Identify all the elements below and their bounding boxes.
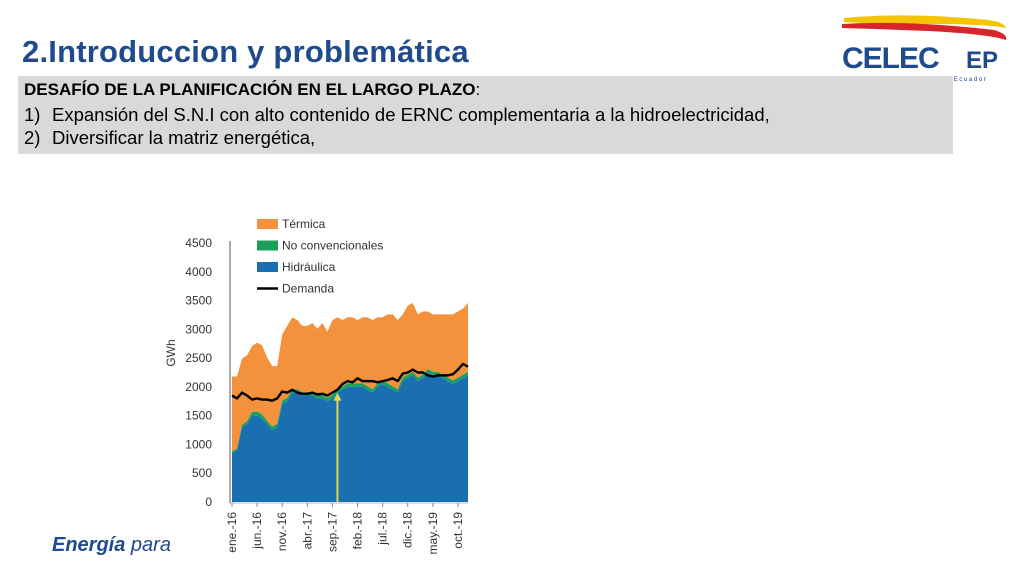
generation-area-chart: 0 500 1000 1500 2000 2500 3000 3500 4000 4500 GWh e… bbox=[164, 217, 469, 555]
x-tick-label: sep.-17 bbox=[325, 512, 339, 552]
y-axis-label: GWh bbox=[164, 339, 178, 366]
y-tick-label: 1000 bbox=[185, 437, 212, 451]
logo-brand: CELEC bbox=[842, 42, 939, 75]
y-tick-label: 3000 bbox=[185, 322, 212, 336]
x-tick-label: nov.-16 bbox=[275, 512, 289, 551]
legend-label: Térmica bbox=[282, 217, 326, 231]
challenge-heading-colon: : bbox=[475, 80, 481, 99]
legend-label: No convencionales bbox=[282, 239, 383, 253]
company-logo: CELEC EP Corporación Eléctrica del Ecuad… bbox=[842, 15, 1007, 83]
item-text: Diversificar la matriz energética, bbox=[52, 127, 316, 148]
challenge-item-1: 1) Expansión del S.N.I con alto contenido… bbox=[24, 104, 770, 126]
x-tick-label: abr.-17 bbox=[300, 512, 314, 550]
challenge-heading: DESAFÍO DE LA PLANIFICACIÓN EN EL LARGO … bbox=[24, 80, 480, 100]
y-tick-label: 3500 bbox=[185, 294, 212, 308]
logo-swoosh-red bbox=[842, 22, 1007, 40]
y-tick-label: 0 bbox=[205, 495, 212, 509]
y-tick-label: 4000 bbox=[185, 265, 212, 279]
series-area-térmica bbox=[232, 302, 468, 452]
y-tick-label: 500 bbox=[192, 466, 212, 480]
y-tick-label: 4500 bbox=[185, 236, 212, 250]
slide-title: 2.Introduccion y problemática bbox=[22, 34, 469, 69]
annotation-arrow-head bbox=[333, 392, 342, 401]
logo-suffix: EP bbox=[966, 47, 998, 74]
challenge-heading-text: DESAFÍO DE LA PLANIFICACIÓN EN EL LARGO … bbox=[24, 80, 476, 99]
item-text: Expansión del S.N.I con alto contenido d… bbox=[52, 104, 770, 125]
logo-swoosh-yellow bbox=[844, 15, 1006, 28]
series-line-demanda bbox=[231, 362, 469, 402]
item-number: 1) bbox=[24, 104, 41, 125]
footer-slogan: Energía para bbox=[52, 534, 171, 557]
footer-bold: Energía bbox=[52, 534, 126, 556]
challenge-box: DESAFÍO DE LA PLANIFICACIÓN EN EL LARGO … bbox=[18, 76, 953, 154]
x-tick-label: ene.-16 bbox=[225, 512, 239, 553]
legend-label: Hidráulica bbox=[282, 260, 336, 274]
y-tick-label: 2000 bbox=[185, 380, 212, 394]
legend-swatch bbox=[257, 262, 278, 272]
x-tick-label: may.-19 bbox=[426, 512, 440, 555]
legend-swatch bbox=[257, 219, 278, 229]
x-tick-label: jul.-18 bbox=[376, 512, 390, 546]
legend-label: Demanda bbox=[282, 282, 334, 296]
x-tick-label: jun.-16 bbox=[250, 512, 264, 550]
series-area-hidráulica bbox=[232, 372, 468, 502]
x-tick-label: feb.-18 bbox=[351, 512, 365, 550]
y-tick-label: 1500 bbox=[185, 409, 212, 423]
x-tick-label: dic.-18 bbox=[401, 512, 415, 548]
legend-swatch bbox=[257, 240, 278, 251]
series-area-no-convencionales bbox=[232, 369, 468, 454]
footer-light: para bbox=[130, 534, 171, 556]
y-tick-label: 2500 bbox=[185, 351, 212, 365]
x-tick-label: oct.-19 bbox=[451, 512, 465, 549]
item-number: 2) bbox=[24, 127, 41, 148]
challenge-item-2: 2) Diversificar la matriz energética, bbox=[24, 127, 315, 149]
